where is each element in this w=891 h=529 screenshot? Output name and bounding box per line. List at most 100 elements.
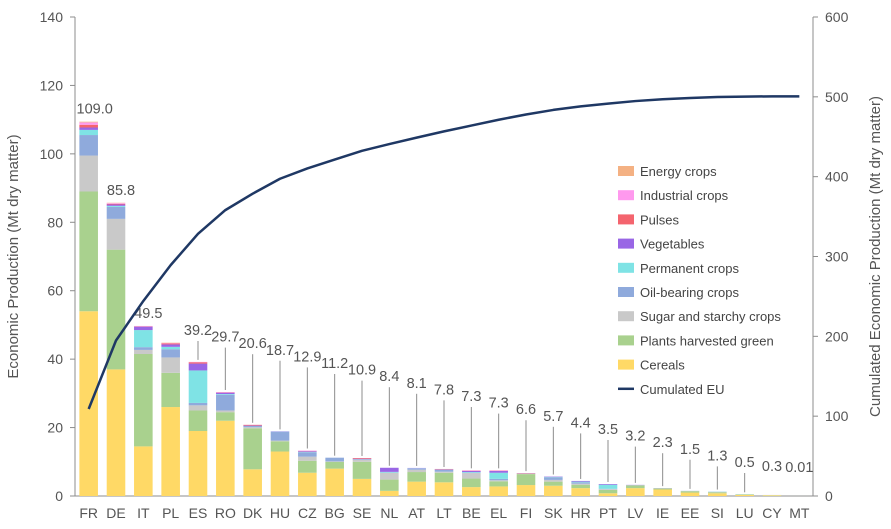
legend-swatch	[618, 262, 634, 273]
bar-segment	[380, 490, 399, 496]
bar-segment	[106, 203, 126, 205]
y-tick-label: 40	[47, 351, 63, 367]
bar-segment	[188, 362, 208, 364]
bar-segment	[79, 122, 98, 125]
y2-tick-label: 300	[825, 249, 849, 265]
bar-segment	[188, 410, 208, 431]
bar-segment	[544, 477, 563, 480]
legend-label: Cumulated EU	[640, 382, 725, 397]
bar-segment	[298, 452, 317, 457]
x-tick-label: DK	[243, 505, 263, 521]
bar-segment	[762, 495, 782, 496]
bar-segment	[352, 458, 372, 459]
bar-segment	[380, 467, 399, 472]
legend-label: Permanent crops	[640, 261, 739, 276]
x-tick-label: PL	[162, 505, 179, 521]
bar-segment	[79, 155, 98, 192]
bar-segment	[106, 249, 126, 370]
bar-segment	[270, 440, 290, 442]
bar-segment	[598, 493, 618, 496]
bar-segment	[134, 354, 153, 447]
bar-segment	[79, 129, 98, 136]
total-label: 8.1	[407, 376, 427, 392]
bar-segment	[79, 135, 98, 156]
y-tick-label: 140	[40, 9, 64, 25]
bar-segment	[571, 484, 590, 489]
bar-segment	[188, 363, 208, 371]
legend-swatch	[618, 359, 634, 370]
bar-segment	[106, 204, 126, 206]
bar-segment	[106, 203, 126, 204]
x-tick-label: HR	[571, 505, 591, 521]
bar-segment	[325, 468, 344, 496]
total-label: 5.7	[543, 409, 563, 425]
bar-segment	[298, 460, 317, 473]
bar-segment	[134, 349, 153, 355]
legend-label: Oil-bearing crops	[640, 285, 739, 300]
total-label: 109.0	[77, 102, 113, 118]
total-label: 29.7	[211, 330, 239, 346]
total-label: 3.2	[625, 429, 645, 445]
bar-segment	[380, 472, 399, 480]
bar-segment	[134, 446, 153, 496]
legend-swatch	[618, 287, 634, 297]
bar-segment	[298, 451, 317, 452]
bar-segment	[380, 479, 399, 491]
x-tick-label: LU	[736, 505, 754, 521]
bar-segment	[243, 428, 262, 470]
bar-segment	[352, 459, 372, 460]
bar-segment	[653, 488, 672, 490]
legend-swatch	[618, 238, 634, 249]
x-tick-label: RO	[215, 505, 236, 521]
total-label: 0.5	[735, 455, 755, 471]
y2-axis-title: Cumulated Economic Production (Mt dry ma…	[867, 96, 884, 417]
legend-label: Sugar and starchy crops	[640, 309, 781, 324]
bar-segment	[489, 478, 508, 481]
bar-segment	[735, 494, 754, 495]
bar-segment	[325, 457, 344, 462]
bar-segment	[708, 493, 727, 496]
bar-segment	[243, 424, 262, 426]
x-tick-label: MT	[789, 505, 810, 521]
bar-segment	[571, 488, 590, 496]
legend-label: Vegetables	[640, 237, 705, 252]
bar-segment	[407, 469, 426, 473]
x-tick-label: HU	[270, 505, 290, 521]
x-tick-label: CZ	[298, 505, 317, 521]
total-label: 7.3	[489, 396, 509, 412]
total-label: 0.3	[762, 459, 782, 475]
bar-segment	[188, 402, 208, 406]
legend-swatch	[618, 214, 634, 225]
legend-label: Energy crops	[640, 164, 717, 179]
bar-segment	[161, 357, 180, 373]
y-tick-label: 100	[40, 146, 64, 162]
bar-segment	[434, 482, 454, 496]
x-tick-label: EL	[490, 505, 507, 521]
total-label: 7.8	[434, 382, 454, 398]
bar-segment	[462, 487, 481, 496]
bar-segment	[161, 349, 180, 358]
y-tick-label: 0	[55, 488, 63, 504]
bar-segment	[516, 474, 536, 486]
y2-tick-label: 600	[825, 9, 849, 25]
x-tick-label: PT	[599, 505, 617, 521]
bar-segment	[134, 326, 153, 331]
bar-segment	[571, 480, 590, 482]
bar-segment	[571, 481, 590, 483]
total-label: 18.7	[266, 343, 294, 359]
total-label: 1.5	[680, 442, 700, 458]
bar-segment	[216, 412, 235, 421]
bar-segment	[434, 471, 454, 473]
bar-segment	[489, 472, 508, 479]
bar-segment	[79, 124, 98, 128]
y-tick-label: 20	[47, 420, 63, 436]
bar-segment	[544, 479, 563, 482]
x-tick-label: SK	[544, 505, 563, 521]
bar-segment	[161, 346, 180, 350]
y2-tick-label: 400	[825, 169, 849, 185]
bar-segment	[298, 472, 317, 496]
bar-segment	[243, 427, 262, 429]
bar-segment	[79, 127, 98, 130]
bar-segment	[407, 481, 426, 496]
bar-segment	[462, 472, 481, 473]
